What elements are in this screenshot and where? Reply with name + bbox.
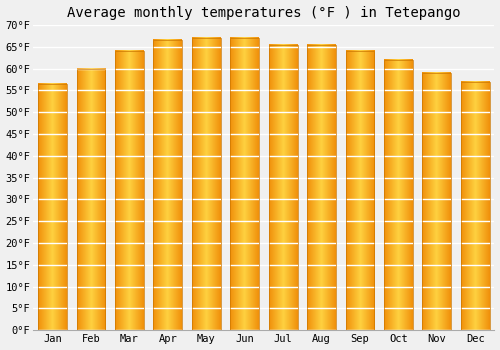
Bar xyxy=(307,44,336,330)
Bar xyxy=(268,44,298,330)
Bar xyxy=(154,40,182,330)
Bar xyxy=(384,60,413,330)
Bar xyxy=(346,51,374,330)
Bar xyxy=(461,82,490,330)
Bar xyxy=(192,38,220,330)
Bar xyxy=(76,69,106,330)
Bar xyxy=(76,69,106,330)
Bar xyxy=(346,51,374,330)
Bar xyxy=(230,38,259,330)
Bar xyxy=(154,40,182,330)
Bar xyxy=(115,51,144,330)
Bar xyxy=(384,60,413,330)
Title: Average monthly temperatures (°F ) in Tetepango: Average monthly temperatures (°F ) in Te… xyxy=(67,6,460,20)
Bar xyxy=(461,82,490,330)
Bar xyxy=(38,84,67,330)
Bar xyxy=(268,44,298,330)
Bar xyxy=(230,38,259,330)
Bar xyxy=(422,73,451,330)
Bar xyxy=(192,38,220,330)
Bar xyxy=(422,73,451,330)
Bar xyxy=(38,84,67,330)
Bar xyxy=(115,51,144,330)
Bar xyxy=(307,44,336,330)
